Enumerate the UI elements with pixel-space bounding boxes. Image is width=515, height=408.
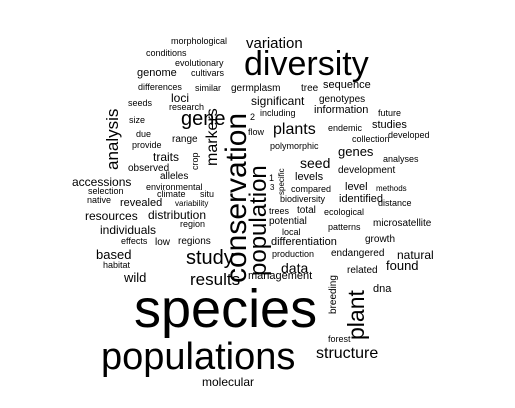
word-sequence: sequence xyxy=(323,79,371,91)
word-local: local xyxy=(282,227,301,237)
word-data: data xyxy=(281,260,309,276)
word-molecular: molecular xyxy=(202,375,255,389)
word-native: native xyxy=(87,195,112,205)
word-low: low xyxy=(155,237,171,248)
word-similar: similar xyxy=(195,83,221,93)
word-seed: seed xyxy=(300,155,331,171)
word-range: range xyxy=(172,134,198,145)
word-plant: plant xyxy=(343,290,369,340)
word-structure: structure xyxy=(316,345,379,362)
word-genome: genome xyxy=(137,67,177,79)
word-region: region xyxy=(180,219,206,229)
word-gene: gene xyxy=(181,108,226,130)
word-compared: compared xyxy=(291,184,332,194)
word-levels: levels xyxy=(295,171,324,183)
word-due: due xyxy=(136,129,152,139)
word-cultivars: cultivars xyxy=(191,68,225,78)
word-research: research xyxy=(169,102,205,112)
word-tree: tree xyxy=(301,83,319,94)
word-variability: variability xyxy=(175,199,209,208)
word-seeds: seeds xyxy=(128,98,153,108)
word-revealed: revealed xyxy=(120,197,163,209)
word-distribution: distribution xyxy=(148,208,207,222)
word-results: results xyxy=(190,270,241,289)
word-diversity: diversity xyxy=(244,45,369,83)
word-study: study xyxy=(186,247,234,269)
word-germplasm: germplasm xyxy=(231,83,281,94)
word-analysis: analysis xyxy=(103,108,122,170)
word-found: found xyxy=(386,258,419,273)
word-differences: differences xyxy=(138,82,182,92)
word-including: including xyxy=(260,108,296,118)
word-effects: effects xyxy=(121,236,148,246)
word-studies: studies xyxy=(372,119,407,131)
word-specific: specific xyxy=(277,168,286,195)
word-flow: flow xyxy=(248,127,265,137)
word-markers: markers xyxy=(204,108,221,166)
word-3: 3 xyxy=(270,183,275,192)
word-climate: climate xyxy=(157,189,186,199)
word-traits: traits xyxy=(153,150,180,164)
word-observed: observed xyxy=(128,163,170,174)
word-size: size xyxy=(129,115,146,125)
word-habitat: habitat xyxy=(103,260,131,270)
word-total: total xyxy=(297,205,316,216)
word-selection: selection xyxy=(88,186,124,196)
word-patterns: patterns xyxy=(328,222,361,232)
word-production: production xyxy=(272,249,315,259)
word-species: species xyxy=(134,279,318,339)
word-2: 2 xyxy=(250,112,256,122)
word-significant: significant xyxy=(251,94,305,108)
word-collection: collection xyxy=(352,134,390,144)
word-development: development xyxy=(338,165,396,176)
word-forest: forest xyxy=(328,334,351,344)
word-growth: growth xyxy=(365,234,396,245)
word-genes: genes xyxy=(338,144,374,159)
word-provide: provide xyxy=(132,140,162,150)
word-1: 1 xyxy=(269,173,275,183)
word-plants: plants xyxy=(273,121,316,138)
word-evolutionary: evolutionary xyxy=(175,58,224,68)
word-related: related xyxy=(347,265,378,276)
word-environmental: environmental xyxy=(146,182,203,192)
word-natural: natural xyxy=(397,248,434,262)
word-loci: loci xyxy=(171,91,190,105)
word-variation: variation xyxy=(246,35,303,52)
word-biodiversity: biodiversity xyxy=(280,194,326,204)
word-wild: wild xyxy=(124,270,147,285)
word-developed: developed xyxy=(388,130,430,140)
word-population: population xyxy=(245,165,272,276)
word-alleles: alleles xyxy=(160,171,189,182)
word-crop: crop xyxy=(190,152,200,170)
word-situ: situ xyxy=(200,189,215,199)
word-dna: dna xyxy=(373,283,392,295)
word-distance: distance xyxy=(378,198,412,208)
word-conditions: conditions xyxy=(146,48,187,58)
word-endemic: endemic xyxy=(328,123,363,133)
word-endangered: endangered xyxy=(331,248,385,259)
word-resources: resources xyxy=(85,209,138,223)
word-differentiation: differentiation xyxy=(271,236,337,248)
word-information: information xyxy=(314,104,369,116)
word-polymorphic: polymorphic xyxy=(270,141,319,151)
word-analyses: analyses xyxy=(383,154,419,164)
word-genotypes: genotypes xyxy=(319,94,366,105)
word-accessions: accessions xyxy=(72,175,132,189)
word-individuals: individuals xyxy=(100,223,157,237)
word-methods: methods xyxy=(376,184,407,193)
word-identified: identified xyxy=(339,193,384,205)
word-trees: trees xyxy=(269,206,290,216)
word-microsatellite: microsatellite xyxy=(373,218,432,229)
word-potential: potential xyxy=(269,216,307,227)
word-level: level xyxy=(345,181,368,193)
word-based: based xyxy=(96,247,132,262)
word-future: future xyxy=(378,108,402,118)
word-ecological: ecological xyxy=(324,207,365,217)
word-management: management xyxy=(248,270,313,282)
word-morphological: morphological xyxy=(171,36,228,46)
word-populations: populations xyxy=(101,336,296,378)
word-regions: regions xyxy=(178,236,211,247)
word-breeding: breeding xyxy=(328,275,339,314)
